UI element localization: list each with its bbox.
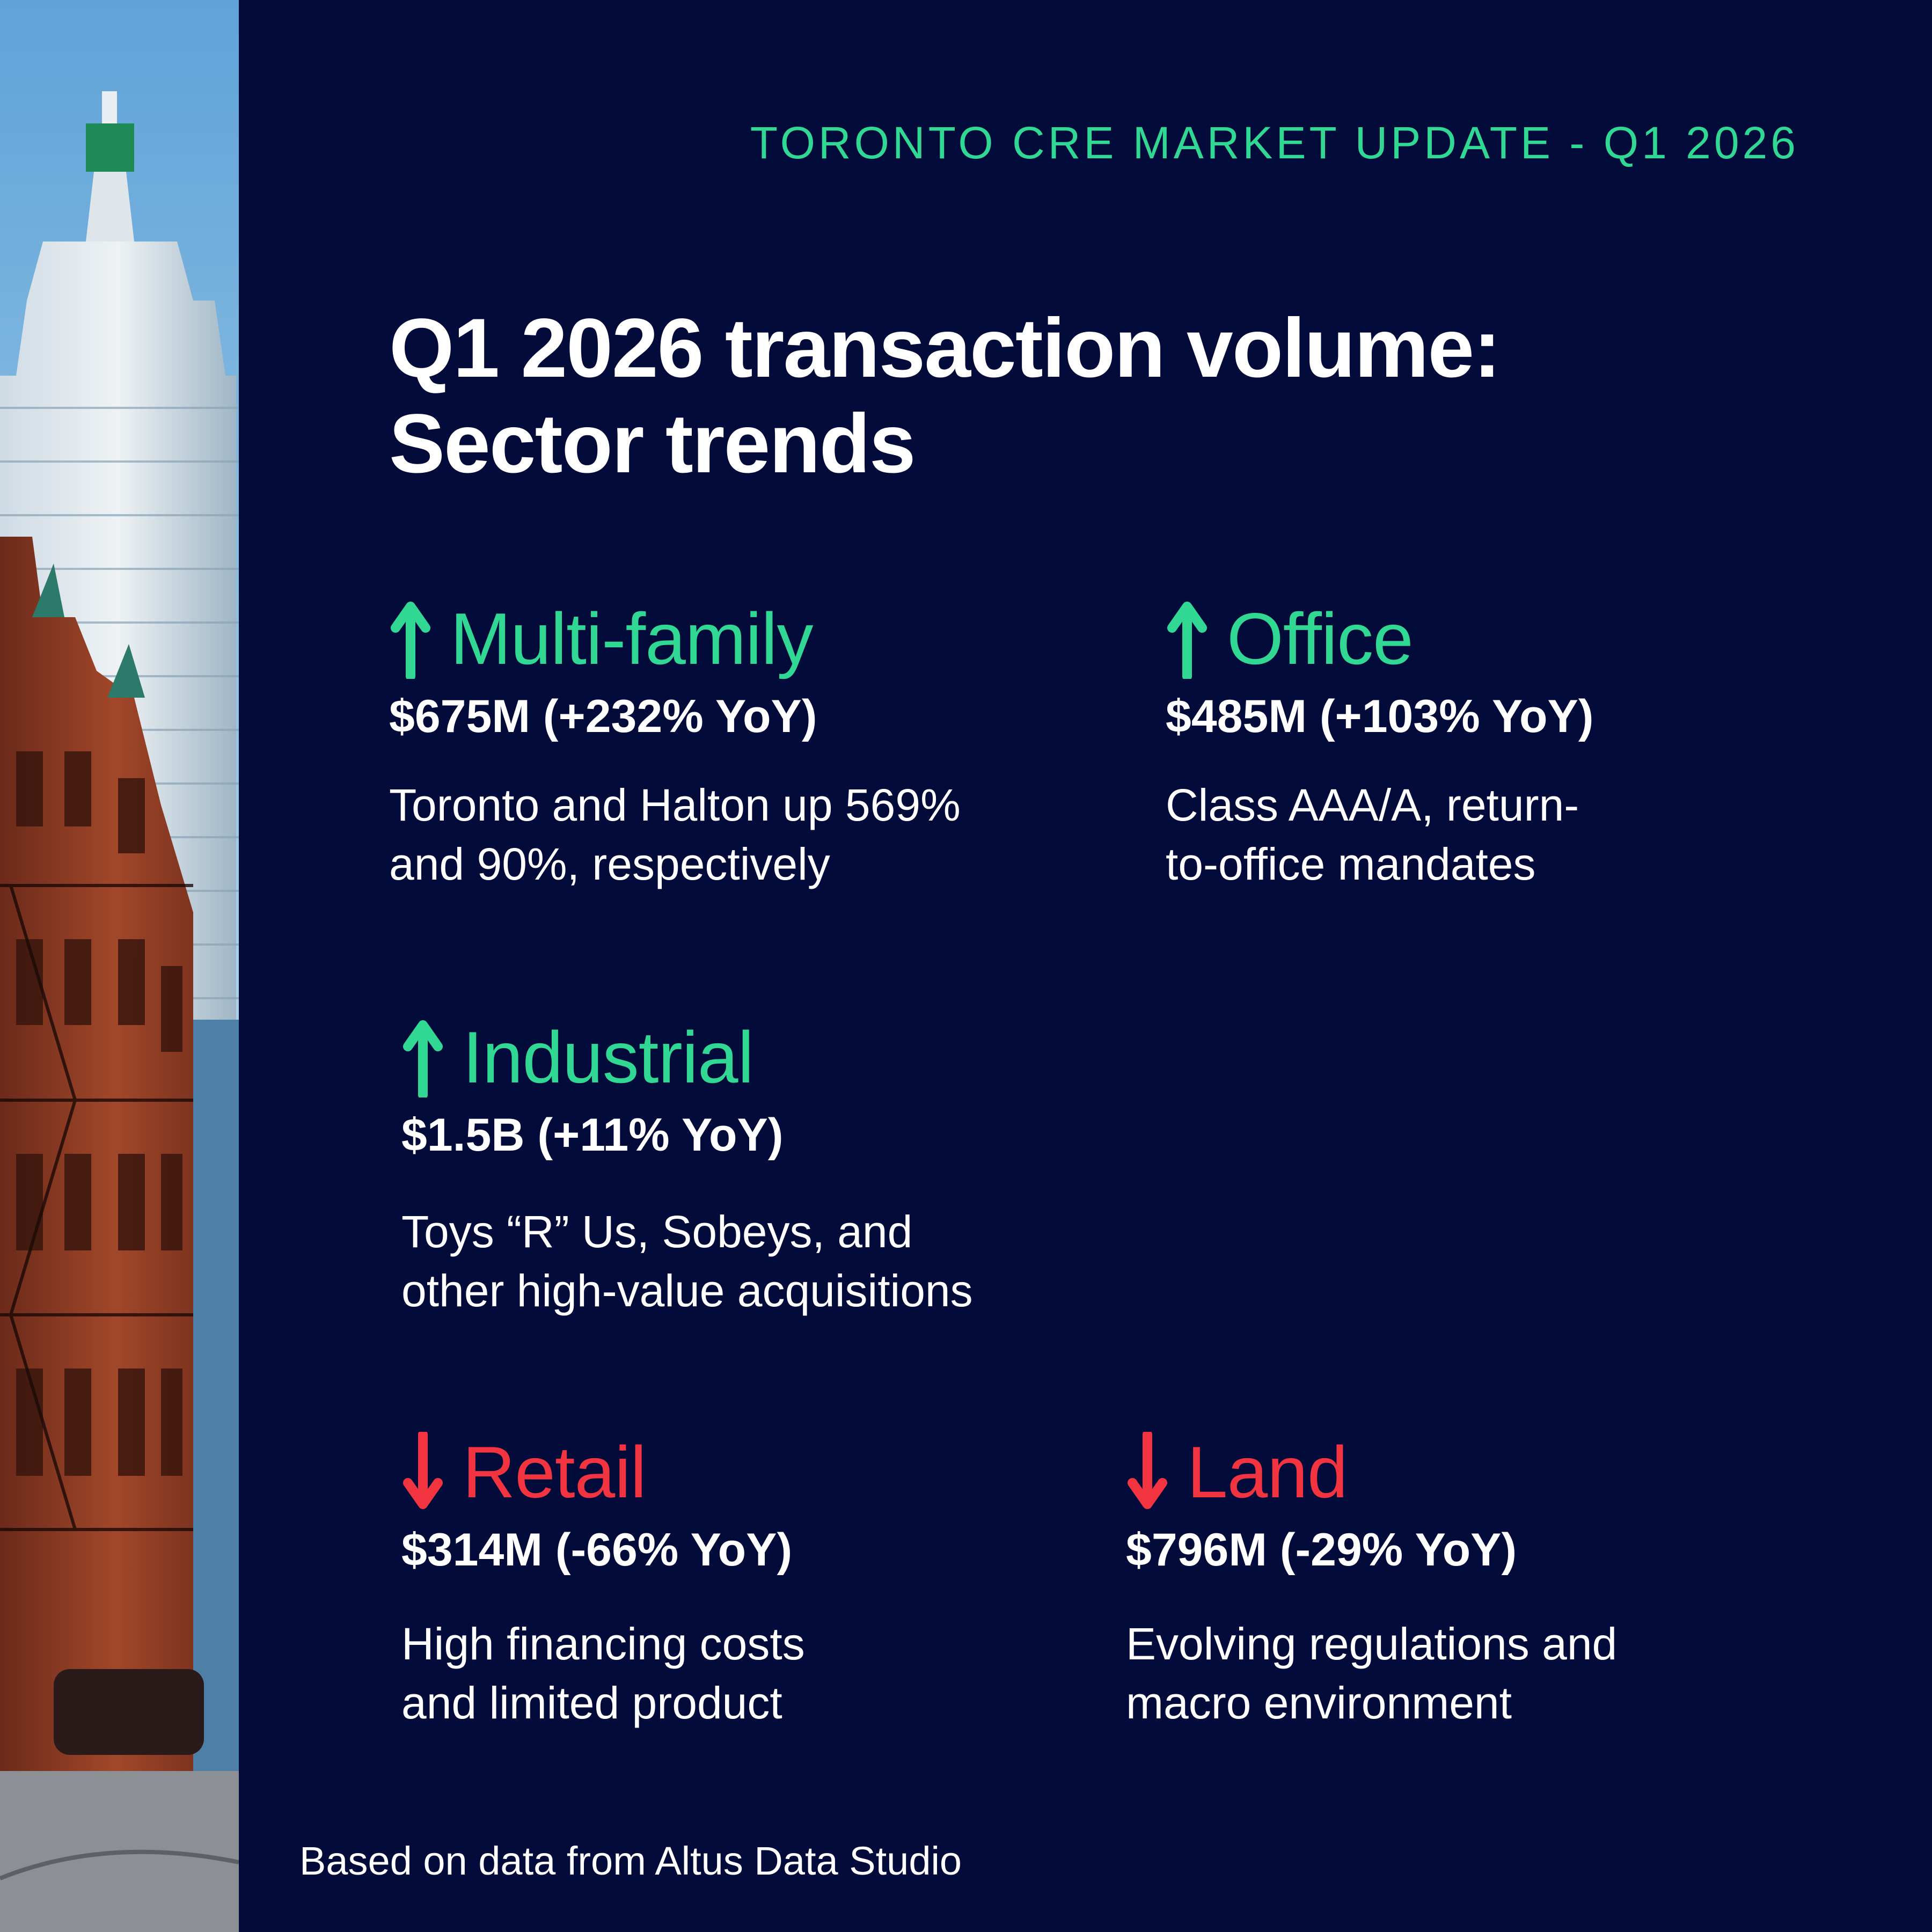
sector-note: Class AAA/A, return- to-office mandates [1166,775,1863,894]
sector-note-line: Toronto and Halton up 569% [389,780,961,830]
sector-note-line: Toys “R” Us, Sobeys, and [401,1206,913,1257]
sector-note-line: High financing costs [401,1619,805,1669]
sector-note: High financing costs and limited product [401,1614,1099,1732]
sector-value: $675M (+232% YoY) [389,691,817,742]
title-line-1: Q1 2026 transaction volume: [389,302,1501,395]
sector-retail: Retail $314M (-66% YoY) High financing c… [401,1426,1099,1732]
sector-note: Evolving regulations and macro environme… [1126,1614,1824,1732]
sector-note-line: other high-value acquisitions [401,1265,973,1316]
sector-multi-family: Multi-family $675M (+232% YoY) Toronto a… [389,593,1087,894]
arrow-down-icon [1128,1432,1167,1509]
content-panel [239,0,1932,1932]
sector-name: Industrial [463,1016,754,1098]
sector-name: Retail [463,1431,647,1513]
sector-name: Multi-family [450,598,814,679]
sector-value: $314M (-66% YoY) [401,1524,793,1576]
arrow-down-icon [403,1432,443,1509]
sector-office: Office $485M (+103% YoY) Class AAA/A, re… [1166,593,1863,894]
sector-note: Toronto and Halton up 569% and 90%, resp… [389,775,1087,894]
sector-note-line: macro environment [1126,1678,1512,1728]
arrow-up-icon [391,602,430,679]
toronto-street-photo [0,0,239,1932]
title-line-2: Sector trends [389,397,916,491]
sector-value: $796M (-29% YoY) [1126,1524,1517,1576]
sector-note-line: and 90%, respectively [389,839,830,889]
sector-note-line: Class AAA/A, return- [1166,780,1579,830]
sector-note-line: and limited product [401,1678,782,1728]
sector-land: Land $796M (-29% YoY) Evolving regulatio… [1126,1426,1824,1732]
sector-note: Toys “R” Us, Sobeys, and other high-valu… [401,1202,1099,1320]
arrow-up-icon [1167,602,1207,679]
sector-note-line: Evolving regulations and [1126,1619,1618,1669]
source-footnote: Based on data from Altus Data Studio [299,1839,962,1883]
page-title: Q1 2026 transaction volume: Sector trend… [389,301,1784,492]
report-kicker: TORONTO CRE MARKET UPDATE - Q1 2026 [750,118,1799,168]
sector-note-line: to-office mandates [1166,839,1536,889]
sector-value: $1.5B (+11% YoY) [401,1109,784,1161]
sector-value: $485M (+103% YoY) [1166,691,1594,742]
sector-industrial: Industrial $1.5B (+11% YoY) Toys “R” Us,… [401,1012,1099,1320]
sector-name: Office [1227,598,1414,679]
arrow-up-icon [403,1020,443,1097]
sector-name: Land [1187,1431,1348,1513]
